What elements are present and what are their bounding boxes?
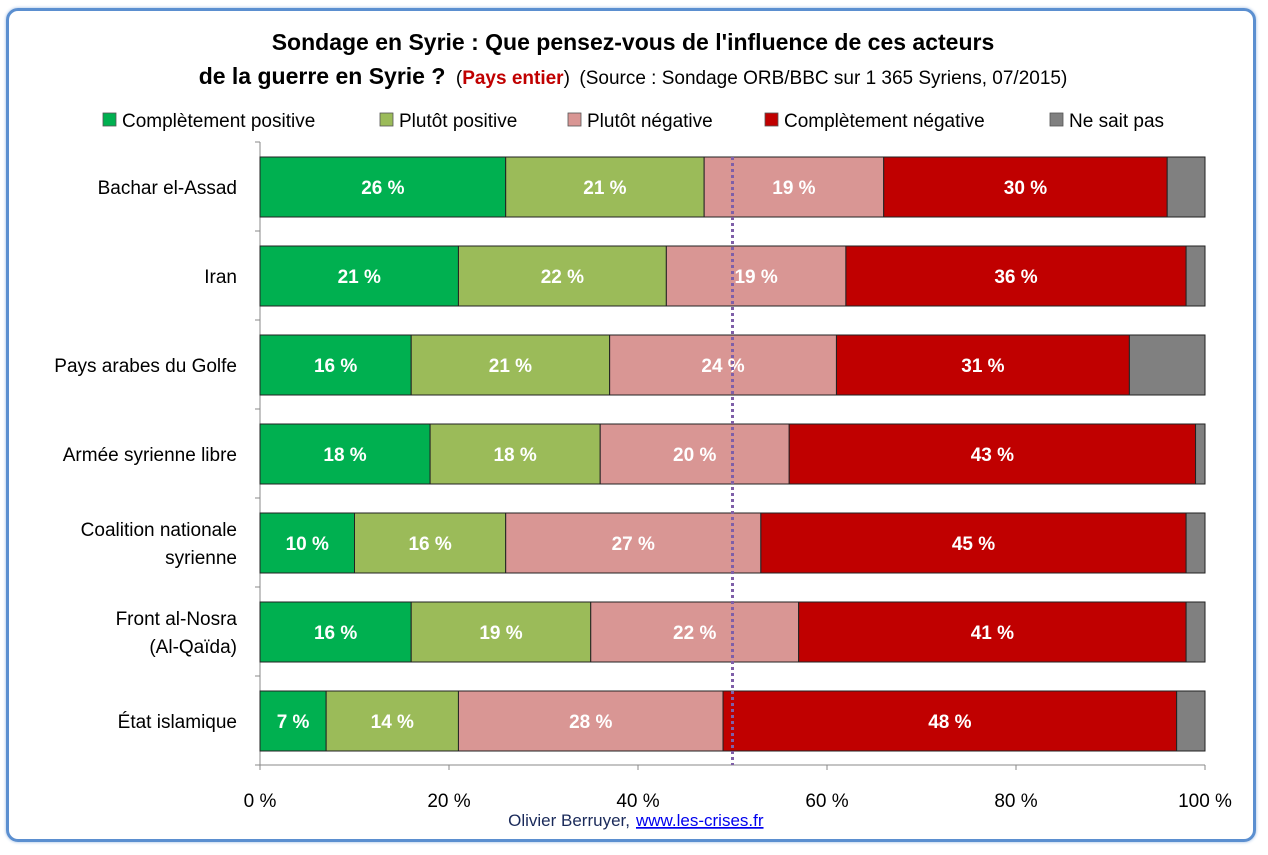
legend-swatch [764, 112, 779, 127]
bar-segment [505, 512, 762, 574]
legend: Complètement positive Plutôt positive Plut… [102, 111, 1164, 132]
category-label: Iran [204, 267, 237, 288]
legend-label: Complètement positive [122, 111, 315, 132]
data-label: 19 % [479, 623, 522, 644]
bar-segment [505, 156, 705, 218]
data-label: 43 % [971, 445, 1014, 466]
category-label: (Al-Qaïda) [149, 637, 237, 658]
x-tick-label: 0 % [244, 791, 277, 812]
category-label: Bachar el-Assad [98, 178, 237, 199]
bar-segment [410, 601, 592, 663]
legend-label: Complètement négative [784, 111, 985, 132]
x-tick-label: 100 % [1178, 791, 1232, 812]
bar-segment [259, 690, 327, 752]
bar-segment [259, 245, 459, 307]
paren-open: ( [456, 68, 463, 89]
category-label: Pays arabes du Golfe [54, 356, 237, 377]
data-label: 28 % [569, 712, 612, 733]
bar-segment [665, 245, 847, 307]
bar-segment [259, 512, 355, 574]
data-label: 26 % [361, 178, 404, 199]
data-label: 7 % [277, 712, 310, 733]
bar-segment [1185, 512, 1206, 574]
x-tick-label: 40 % [616, 791, 659, 812]
data-label: 36 % [994, 267, 1037, 288]
bar-segment [259, 423, 431, 485]
legend-swatch [102, 112, 117, 127]
data-label: 19 % [734, 267, 777, 288]
data-label: 20 % [673, 445, 716, 466]
title-line2: de la guerre en Syrie ? [199, 63, 446, 89]
data-label: 21 % [338, 267, 381, 288]
bar-segment [599, 423, 790, 485]
chart-title-line2: de la guerre en Syrie ? (Pays entier) (S… [199, 63, 1068, 89]
legend-label: Plutôt positive [399, 111, 517, 132]
x-tick-label: 60 % [805, 791, 848, 812]
data-label: 18 % [493, 445, 536, 466]
bar-segment [1195, 423, 1206, 485]
bar-segment [1185, 245, 1206, 307]
footer-link[interactable]: www.les-crises.fr [635, 811, 764, 830]
data-label: 21 % [583, 178, 626, 199]
data-label: 30 % [1004, 178, 1047, 199]
data-label: 19 % [772, 178, 815, 199]
data-label: 16 % [314, 356, 357, 377]
data-label: 27 % [612, 534, 655, 555]
data-label: 22 % [673, 623, 716, 644]
category-label: Coalition nationale [81, 520, 237, 541]
subtitle-highlight: Pays entier [462, 68, 564, 89]
data-label: 22 % [541, 267, 584, 288]
legend-swatch [1049, 112, 1064, 127]
bar-segment [457, 245, 667, 307]
footer-author: Olivier Berruyer, [508, 811, 630, 830]
bar-segment [1185, 601, 1206, 663]
bar-segment [703, 156, 885, 218]
legend-label: Ne sait pas [1069, 111, 1164, 132]
x-tick-label: 80 % [994, 791, 1037, 812]
legend-swatch [379, 112, 394, 127]
chart-frame [6, 8, 1256, 842]
bar-segment [590, 601, 800, 663]
data-label: 16 % [314, 623, 357, 644]
data-label: 41 % [971, 623, 1014, 644]
chart-title-line1: Sondage en Syrie : Que pensez-vous de l'… [272, 29, 995, 55]
bar-segment [325, 690, 459, 752]
bar-segment [259, 334, 412, 396]
category-label: Armée syrienne libre [63, 445, 237, 466]
data-label: 21 % [489, 356, 532, 377]
data-label: 14 % [371, 712, 414, 733]
category-label: État islamique [118, 712, 237, 733]
bar-segment [1166, 156, 1206, 218]
category-label: Front al-Nosra [116, 609, 238, 630]
bar-segment [798, 601, 1187, 663]
bar-segment [760, 512, 1187, 574]
subtitle-source: (Source : Sondage ORB/BBC sur 1 365 Syri… [579, 68, 1067, 89]
bar-segment [259, 601, 412, 663]
plot-area: 0 % 20 % 40 % 60 % 80 % 100 % Bachar el-Assad 2… [54, 141, 1232, 812]
data-label: 16 % [408, 534, 451, 555]
data-label: 45 % [952, 534, 995, 555]
data-label: 10 % [286, 534, 329, 555]
data-label: 31 % [961, 356, 1004, 377]
category-label: syrienne [165, 548, 237, 569]
bar-segment [835, 334, 1130, 396]
bar-segment [1176, 690, 1206, 752]
bar-segment [722, 690, 1178, 752]
bar-segment [609, 334, 837, 396]
bar-segment [845, 245, 1187, 307]
data-label: 48 % [928, 712, 971, 733]
bar-segment [1128, 334, 1206, 396]
bar-segment [429, 423, 601, 485]
legend-label: Plutôt négative [587, 111, 713, 132]
paren-close: ) [564, 68, 570, 89]
bar-segment [788, 423, 1197, 485]
x-tick-label: 20 % [427, 791, 470, 812]
data-label: 24 % [701, 356, 744, 377]
bar-segment [259, 156, 507, 218]
bar-segment [883, 156, 1168, 218]
legend-swatch [567, 112, 582, 127]
data-label: 18 % [323, 445, 366, 466]
